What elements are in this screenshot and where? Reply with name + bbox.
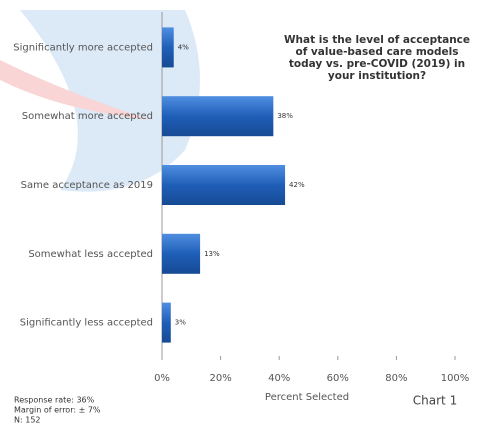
chart-title: of value-based care models — [296, 46, 459, 58]
y-tick-label: Significantly less accepted — [20, 318, 153, 329]
y-tick-label: Somewhat less accepted — [28, 249, 153, 260]
x-tick-label: 100% — [441, 373, 470, 384]
value-label: 4% — [178, 43, 189, 51]
value-label: 38% — [277, 112, 293, 120]
y-tick-label: Significantly more accepted — [13, 42, 153, 53]
value-label: 3% — [175, 319, 186, 327]
watermark — [0, 10, 200, 192]
y-tick-label: Somewhat more accepted — [22, 111, 153, 122]
y-tick-label: Same acceptance as 2019 — [21, 180, 153, 191]
bar — [162, 96, 274, 137]
x-axis-label: Percent Selected — [265, 392, 349, 403]
chart-title: today vs. pre-COVID (2019) in — [289, 58, 465, 70]
x-tick-label: 0% — [154, 373, 170, 384]
bar — [162, 27, 174, 68]
bar — [162, 165, 286, 205]
chart-title: your institution? — [328, 70, 426, 82]
note: Response rate: 36% — [14, 396, 95, 405]
x-tick-label: 40% — [268, 373, 290, 384]
x-tick-label: 20% — [209, 373, 231, 384]
chart-title: What is the level of acceptance — [284, 34, 470, 46]
note: N: 152 — [14, 416, 41, 425]
chart-label: Chart 1 — [413, 394, 457, 408]
value-label: 42% — [289, 181, 305, 189]
bar — [162, 233, 201, 274]
x-tick-label: 60% — [327, 373, 349, 384]
value-label: 13% — [204, 250, 220, 258]
note: Margin of error: ± 7% — [14, 406, 101, 415]
x-tick-label: 80% — [385, 373, 407, 384]
bar — [162, 302, 171, 343]
